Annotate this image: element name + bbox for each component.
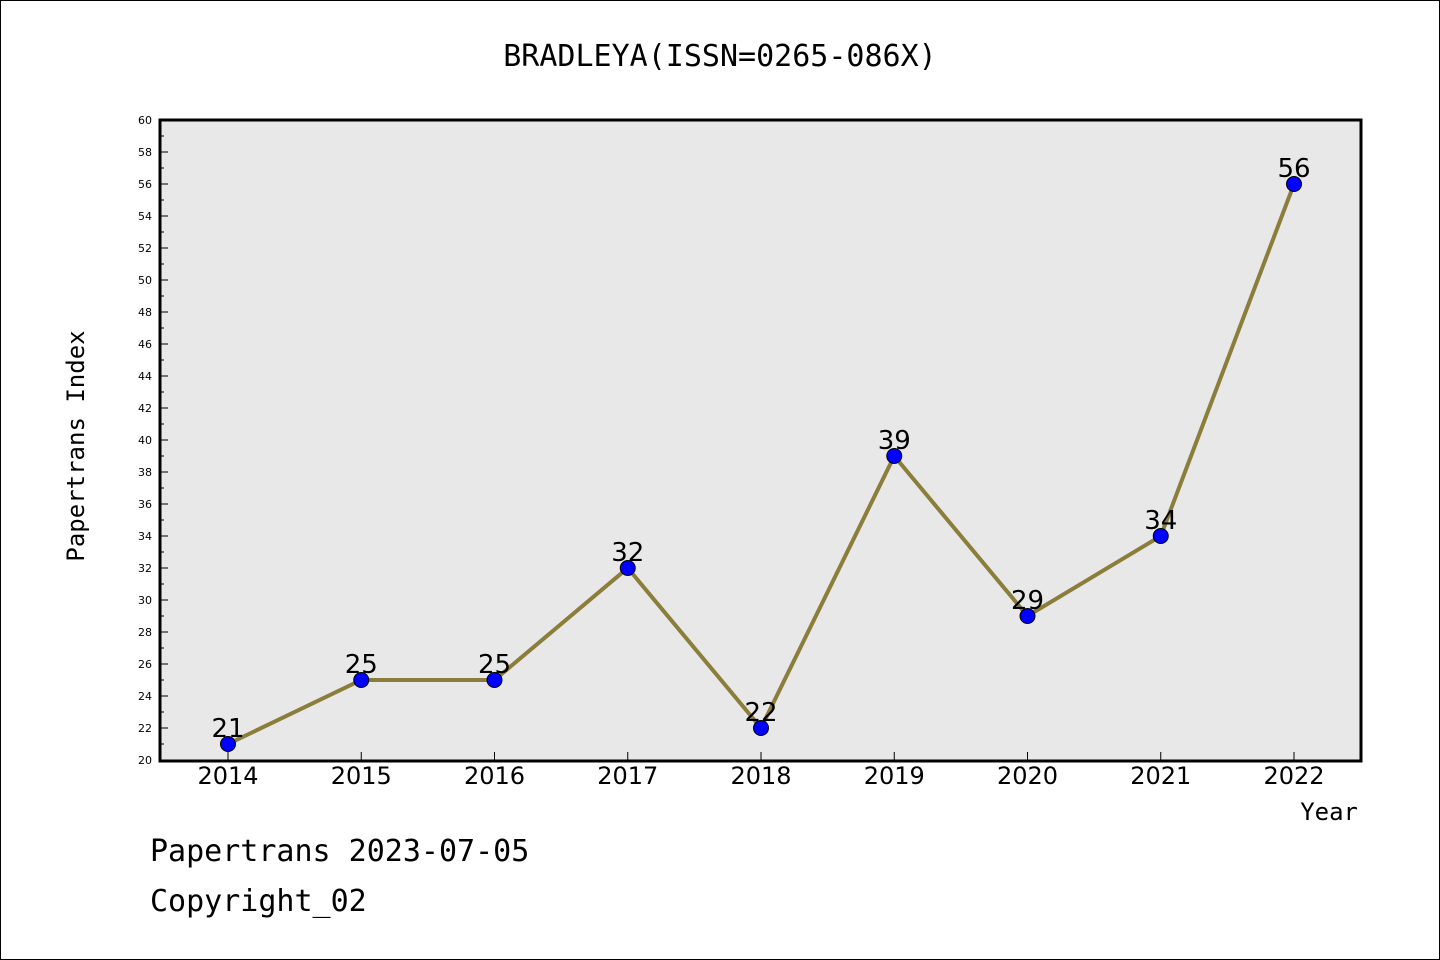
data-label: 56 — [1277, 154, 1310, 184]
y-tick-label: 60 — [138, 114, 152, 127]
y-tick-label: 32 — [138, 562, 152, 575]
y-tick-label: 22 — [138, 722, 152, 735]
chart-title: BRADLEYA(ISSN=0265-086X) — [503, 39, 936, 74]
plot-area — [158, 118, 1363, 763]
x-tick-label: 2018 — [730, 762, 791, 790]
y-tick-label: 42 — [138, 402, 152, 415]
data-point — [486, 672, 503, 688]
data-point — [619, 560, 636, 576]
y-tick-label: 28 — [138, 626, 152, 639]
y-tick-label: 56 — [138, 178, 152, 191]
y-tick-label: 20 — [138, 754, 152, 767]
data-point — [353, 672, 370, 688]
footer-copyright: Copyright_02 — [150, 884, 367, 919]
y-tick-label: 52 — [138, 242, 152, 255]
x-tick-label: 2020 — [997, 762, 1058, 790]
series-layer: 21 25 25 32 22 39 29 34 56 — [211, 154, 1311, 752]
y-tick-label: 34 — [138, 530, 152, 543]
y-tick-label: 58 — [138, 146, 152, 159]
y-tick-label: 24 — [138, 690, 152, 703]
y-tick-label: 26 — [138, 658, 152, 671]
x-tick-label: 2022 — [1263, 762, 1324, 790]
x-axis-label: Year — [1300, 798, 1358, 826]
x-tick-label: 2015 — [331, 762, 392, 790]
x-tick-label: 2021 — [1130, 762, 1191, 790]
y-axis: 20 22 24 26 28 30 32 34 36 38 40 42 44 46 48 50 52 54 56 58… — [138, 114, 168, 767]
y-tick-label: 44 — [138, 370, 152, 383]
data-label: 39 — [878, 426, 911, 456]
data-point — [753, 720, 769, 736]
x-tick-label: 2017 — [597, 762, 658, 790]
data-label: 22 — [744, 698, 777, 728]
y-tick-label: 54 — [138, 210, 152, 223]
y-tick-label: 30 — [138, 594, 152, 607]
y-tick-label: 36 — [138, 498, 152, 511]
data-point — [220, 736, 236, 752]
data-label: 21 — [211, 714, 244, 744]
y-tick-label: 40 — [138, 434, 152, 447]
x-tick-label: 2016 — [464, 762, 525, 790]
data-label: 25 — [345, 650, 378, 680]
data-label: 25 — [478, 650, 511, 680]
data-point — [1152, 528, 1169, 544]
data-label: 29 — [1011, 586, 1044, 616]
y-tick-label: 46 — [138, 338, 152, 351]
data-point — [1286, 176, 1302, 192]
data-label: 32 — [611, 538, 644, 568]
y-tick-label: 48 — [138, 306, 152, 319]
y-tick-label: 50 — [138, 274, 152, 287]
x-axis: 2014 2015 2016 2017 2018 2019 2020 2021 2022 — [197, 752, 1325, 790]
data-point — [1019, 608, 1036, 624]
data-label: 34 — [1144, 506, 1177, 536]
data-point — [886, 448, 903, 464]
x-tick-label: 2019 — [864, 762, 925, 790]
footer-date: Papertrans 2023-07-05 — [150, 834, 530, 869]
y-tick-label: 38 — [138, 466, 152, 479]
y-axis-label: Papertrans Index — [62, 330, 90, 561]
x-tick-label: 2014 — [197, 762, 258, 790]
